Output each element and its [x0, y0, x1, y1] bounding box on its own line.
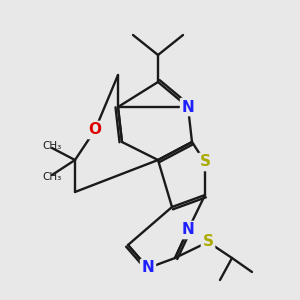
Text: S: S	[202, 235, 214, 250]
Text: S: S	[200, 154, 211, 169]
Text: N: N	[182, 100, 194, 115]
Text: O: O	[88, 122, 101, 137]
Text: CH₃: CH₃	[42, 141, 62, 151]
Text: N: N	[182, 223, 194, 238]
Text: CH₃: CH₃	[42, 172, 62, 182]
Text: N: N	[142, 260, 154, 275]
